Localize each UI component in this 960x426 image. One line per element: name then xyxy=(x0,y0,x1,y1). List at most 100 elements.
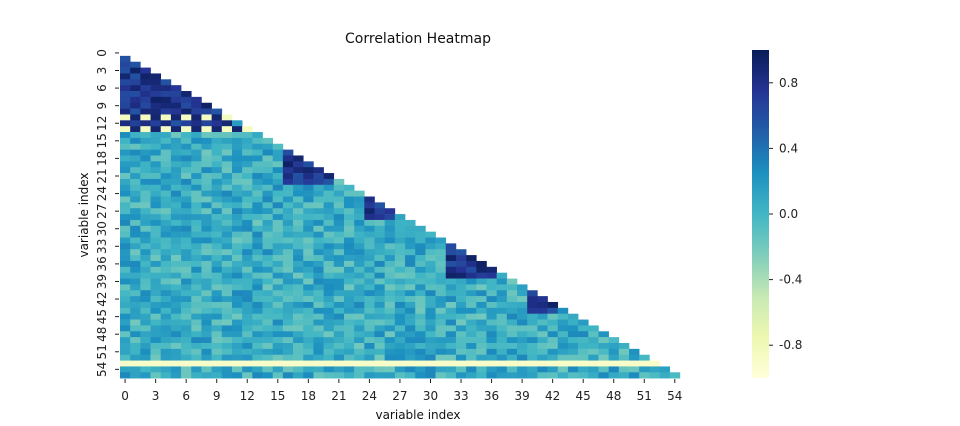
heatmap-cell xyxy=(313,278,324,285)
heatmap-cell xyxy=(527,354,538,361)
heatmap-cell xyxy=(384,208,396,215)
heatmap-cell xyxy=(140,278,151,285)
heatmap-cell xyxy=(466,325,477,332)
heatmap-cell xyxy=(455,343,467,350)
heatmap-cell xyxy=(445,366,457,373)
heatmap-cell xyxy=(374,307,385,314)
heatmap-cell xyxy=(354,290,365,297)
heatmap-cell xyxy=(415,272,426,279)
heatmap-cell xyxy=(191,237,202,244)
heatmap-cell xyxy=(415,237,426,244)
heatmap-cell xyxy=(120,325,131,332)
heatmap-cell xyxy=(231,366,243,373)
heatmap-cell xyxy=(120,167,131,174)
heatmap-cell xyxy=(455,290,467,297)
heatmap-cells xyxy=(120,55,681,379)
heatmap-cell xyxy=(537,348,548,356)
heatmap-cell xyxy=(252,178,263,186)
heatmap-cell xyxy=(435,255,447,262)
heatmap-cell xyxy=(140,313,151,320)
heatmap-cell xyxy=(435,343,447,350)
heatmap-cell xyxy=(588,348,599,356)
heatmap-cell xyxy=(313,196,324,203)
heatmap-cell xyxy=(231,325,243,332)
heatmap-cell xyxy=(557,337,569,344)
heatmap-cell xyxy=(231,260,243,268)
heatmap-cell xyxy=(211,366,223,373)
heatmap-cell xyxy=(191,266,202,273)
heatmap-cell xyxy=(272,360,284,367)
heatmap-cell xyxy=(343,331,355,338)
heatmap-cell xyxy=(160,184,172,191)
heatmap-cell xyxy=(293,155,304,162)
heatmap-cell xyxy=(364,325,375,332)
heatmap-cell xyxy=(405,266,416,273)
heatmap-cell xyxy=(150,290,162,297)
heatmap-cell xyxy=(120,278,131,285)
heatmap-cell xyxy=(181,243,192,250)
heatmap-cell xyxy=(150,114,162,121)
heatmap-cell xyxy=(496,284,508,291)
heatmap-cell xyxy=(333,184,345,191)
heatmap-cell xyxy=(120,331,131,338)
heatmap-cell xyxy=(517,307,528,314)
heatmap-cell xyxy=(160,155,172,162)
heatmap-cell xyxy=(130,319,141,326)
heatmap-cell xyxy=(374,249,385,256)
heatmap-cell xyxy=(262,155,273,162)
heatmap-cell xyxy=(486,331,497,338)
heatmap-cell xyxy=(313,319,324,326)
heatmap-cell xyxy=(303,184,314,191)
heatmap-cell xyxy=(343,337,355,344)
heatmap-cell xyxy=(201,296,212,303)
heatmap-cell xyxy=(201,372,212,379)
heatmap-cell xyxy=(262,348,273,356)
heatmap-cell xyxy=(160,190,172,197)
heatmap-cell xyxy=(231,348,243,356)
heatmap-cell xyxy=(343,214,355,221)
heatmap-cell xyxy=(262,178,273,186)
heatmap-cell xyxy=(130,249,141,256)
heatmap-cell xyxy=(557,354,569,361)
heatmap-cell xyxy=(181,325,192,332)
x-tick-label: 3 xyxy=(152,389,160,403)
heatmap-cell xyxy=(262,343,273,350)
heatmap-cell xyxy=(455,301,467,309)
heatmap-cell xyxy=(242,337,253,344)
heatmap-cell xyxy=(231,284,243,291)
heatmap-cell xyxy=(323,196,335,203)
heatmap-cell xyxy=(293,225,304,232)
heatmap-cell xyxy=(333,266,345,273)
heatmap-cell xyxy=(435,272,447,279)
heatmap-cell xyxy=(384,366,396,373)
heatmap-cell xyxy=(191,243,202,250)
heatmap-cell xyxy=(221,114,233,121)
heatmap-cell xyxy=(547,313,559,320)
heatmap-cell xyxy=(201,132,212,139)
heatmap-cell xyxy=(120,114,131,121)
heatmap-cell xyxy=(150,278,162,285)
heatmap-cell xyxy=(374,260,385,268)
heatmap-cell xyxy=(272,196,284,203)
heatmap-cell xyxy=(231,208,243,215)
heatmap-cell xyxy=(170,284,182,291)
heatmap-cell xyxy=(598,343,609,350)
heatmap-cell xyxy=(201,208,212,215)
heatmap-cell xyxy=(323,307,335,314)
heatmap-cell xyxy=(364,278,375,285)
heatmap-cell xyxy=(252,319,263,326)
heatmap-cell xyxy=(578,343,589,350)
heatmap-cell xyxy=(506,372,518,379)
heatmap-cell xyxy=(527,372,538,379)
heatmap-cell xyxy=(272,260,284,268)
heatmap-cell xyxy=(384,214,396,221)
heatmap-cell xyxy=(221,214,233,221)
heatmap-cell xyxy=(629,354,640,361)
heatmap-cell xyxy=(191,96,202,104)
heatmap-cell xyxy=(130,161,141,168)
heatmap-cell xyxy=(262,255,273,262)
heatmap-cell xyxy=(130,290,141,297)
heatmap-cell xyxy=(547,372,559,379)
heatmap-cell xyxy=(140,260,151,268)
